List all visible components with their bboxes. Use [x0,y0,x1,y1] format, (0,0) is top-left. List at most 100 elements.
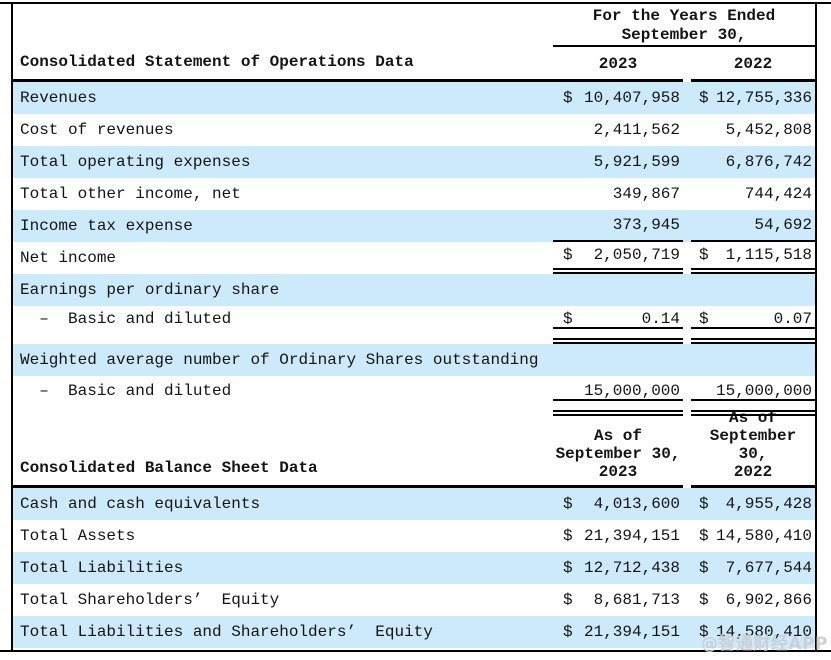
currency-symbol: $ [699,623,709,641]
value: 54,692 [754,216,812,234]
table-row-total-shareholders-equity: Total Shareholders’ Equity $8,681,713 $6… [13,584,815,616]
column-gap [683,376,691,416]
row-label: Total operating expenses [20,153,251,171]
column-gap [683,344,691,376]
currency-symbol: $ [699,527,709,545]
section-title-balance-sheet: Consolidated Balance Sheet Data [13,422,553,488]
value: 0.07 [773,310,812,328]
row-label: Revenues [20,89,97,107]
row-label: Income tax expense [20,217,193,235]
column-gap [683,178,691,210]
column-gap [683,47,691,82]
column-gap [683,146,691,178]
column-gap [683,210,691,242]
value-2022: 54,692 [691,210,815,242]
value-2023: $10,407,958 [553,82,683,114]
value: 14,580,410 [715,527,812,545]
value-2022: $14,580,410 [691,520,815,552]
value: 8,681,713 [593,591,680,609]
value: 14,580,410 [715,623,812,641]
value: 4,013,600 [593,495,680,513]
value: 15,000,000 [715,382,812,400]
column-gap [683,114,691,146]
period-header: For the Years Ended September 30, [553,4,815,47]
operations-header: Consolidated Statement of Operations Dat… [13,4,815,82]
value-2023: $0.14 [553,306,683,344]
column-gap [683,82,691,114]
table-row-income-tax-expense: Income tax expense 373,945 54,692 [13,210,815,242]
value: 12,755,336 [715,89,812,107]
asof-line1: As of [593,427,642,445]
table-row-total-other-income: Total other income, net 349,867 744,424 [13,178,815,210]
value: 349,867 [612,185,680,203]
value-2022 [691,344,815,376]
app-watermark: @智通财经APP [700,634,828,654]
section-title-operations: Consolidated Statement of Operations Dat… [13,4,553,82]
row-label: Total other income, net [20,185,241,203]
table-row-total-liabilities: Total Liabilities $12,712,438 $7,677,544 [13,552,815,584]
value-2022: 744,424 [691,178,815,210]
table-left-border [11,2,13,652]
table-row-cost-of-revenues: Cost of revenues 2,411,562 5,452,808 [13,114,815,146]
value-2023: $21,394,151 [553,520,683,552]
value: 12,712,438 [583,559,680,577]
value-2023: $8,681,713 [553,584,683,616]
currency-symbol: $ [699,591,709,609]
row-label: Earnings per ordinary share [20,281,280,299]
value-2022: $12,755,336 [691,82,815,114]
column-gap [683,552,691,584]
table-row-weighted-average-header: Weighted average number of Ordinary Shar… [13,344,815,376]
value-2022: 6,876,742 [691,146,815,178]
row-label: Weighted average number of Ordinary Shar… [20,351,539,369]
balance-sheet-header: Consolidated Balance Sheet Data As of Se… [13,409,815,488]
value-2023 [553,344,683,376]
value: 15,000,000 [583,382,680,400]
value: 5,921,599 [593,153,680,171]
value: 4,955,428 [725,495,812,513]
value-2023: $21,394,151 [553,616,683,648]
table-row-shares-basic-diluted: – Basic and diluted 15,000,000 15,000,00… [13,376,815,416]
table-row-cash: Cash and cash equivalents $4,013,600 $4,… [13,488,815,520]
value-2023: $12,712,438 [553,552,683,584]
table-row-net-income: Net income $2,050,719 $1,115,518 [13,242,815,274]
table-right-border [815,2,817,652]
column-gap [683,422,691,488]
value-2023: $2,050,719 [553,242,683,274]
currency-symbol: $ [699,559,709,577]
value-2022: $4,955,428 [691,488,815,520]
table-content: Consolidated Statement of Operations Dat… [13,4,815,648]
value: 2,050,719 [593,246,680,264]
asof-line2: September 30, [555,445,681,463]
value: 7,677,544 [725,559,812,577]
year-columns: 2023 2022 [553,47,815,82]
column-gap [683,488,691,520]
row-label: Net income [20,249,117,267]
row-label: Total Liabilities and Shareholders’ Equi… [20,623,433,641]
value-2022: $1,115,518 [691,242,815,274]
column-gap [683,306,691,344]
value-2022 [691,274,815,306]
value: 2,411,562 [593,121,680,139]
currency-symbol: $ [563,310,573,328]
currency-symbol: $ [563,623,573,641]
value: 21,394,151 [583,527,680,545]
table-row-total-operating-expenses: Total operating expenses 5,921,599 6,876… [13,146,815,178]
column-gap [683,274,691,306]
value: 21,394,151 [583,623,680,641]
value: 1,115,518 [725,246,812,264]
column-header-2023: 2023 [553,47,683,82]
value-2022: $7,677,544 [691,552,815,584]
value: 6,902,866 [725,591,812,609]
period-header-line1: For the Years Ended [592,7,776,25]
value: 373,945 [612,216,680,234]
value-2023: 5,921,599 [553,146,683,178]
row-label: – Basic and diluted [20,310,232,328]
value-2022: $6,902,866 [691,584,815,616]
currency-symbol: $ [563,89,573,107]
asof-line3: 2022 [733,463,773,481]
value: 744,424 [744,185,812,203]
table-row-revenues: Revenues $10,407,958 $12,755,336 [13,82,815,114]
currency-symbol: $ [699,310,709,328]
asof-line2: September 30, [709,427,797,463]
